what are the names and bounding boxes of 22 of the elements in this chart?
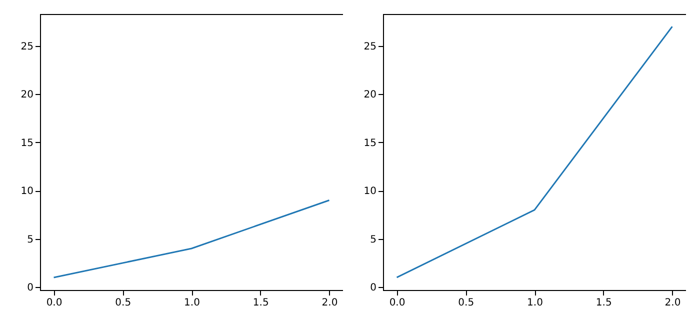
y-tick-label: 25 <box>364 41 376 52</box>
x-tick-label: 1.5 <box>596 298 612 308</box>
y-tick-label: 5 <box>370 234 376 246</box>
x-tick-label: 0.5 <box>115 298 132 308</box>
x-tick-label: 1.5 <box>252 298 269 308</box>
y-tick-label: 20 <box>364 90 376 101</box>
x-tick-label: 1.0 <box>184 298 200 308</box>
y-tick-label: 0 <box>27 282 34 294</box>
x-tick-label: 2.0 <box>322 298 338 308</box>
x-tick-label: 0.5 <box>458 298 474 308</box>
x-tick-label: 0.0 <box>389 298 406 308</box>
y-tick-label: 20 <box>20 90 34 101</box>
y-tick-label: 10 <box>364 186 376 198</box>
y-tick-label: 25 <box>20 41 34 52</box>
x-tick-label: 0.0 <box>46 298 62 308</box>
y-tick-label: 10 <box>20 186 34 198</box>
x-tick-label: 2.0 <box>664 298 681 308</box>
y-tick-label: 0 <box>370 282 376 294</box>
y-tick-label: 15 <box>20 138 34 149</box>
x-tick-label: 1.0 <box>527 298 543 308</box>
y-tick-label: 5 <box>27 234 34 246</box>
y-tick-label: 15 <box>364 138 376 149</box>
